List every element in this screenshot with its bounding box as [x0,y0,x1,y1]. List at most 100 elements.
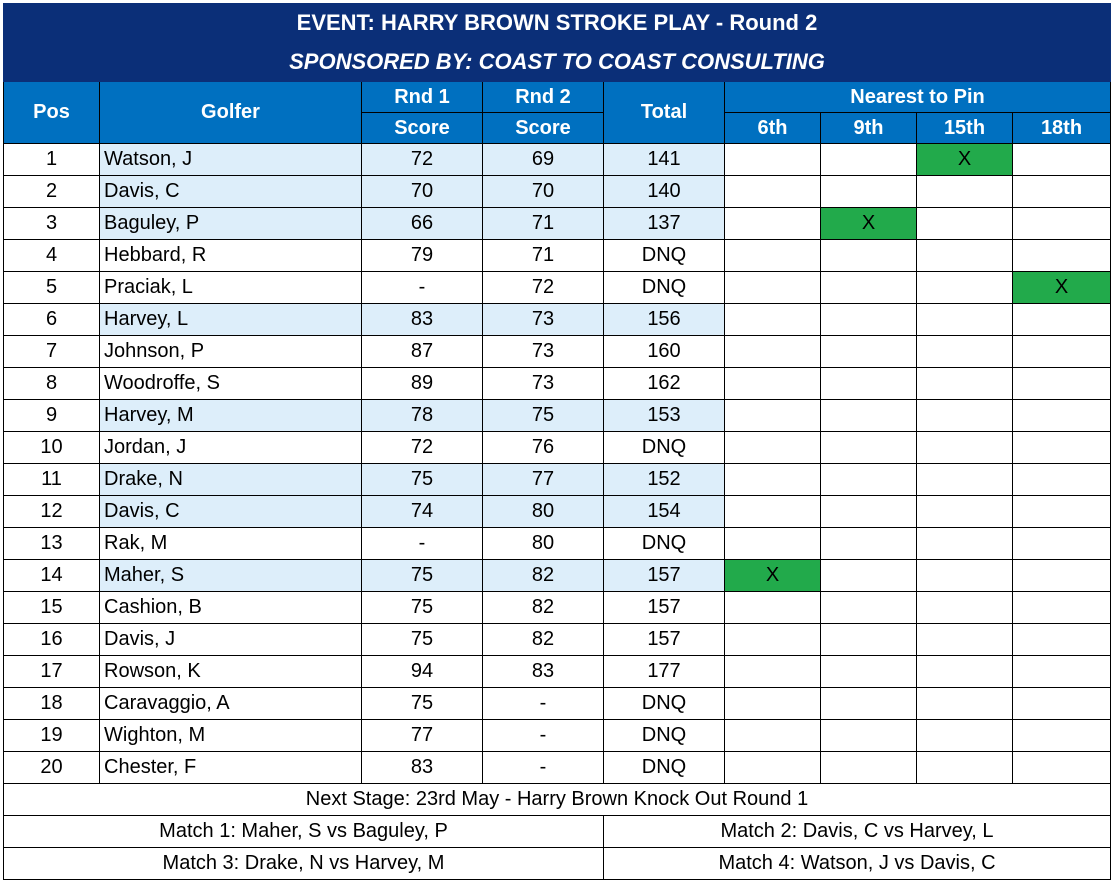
nearest-pin-cell [916,527,1013,560]
nearest-pin-cell [820,591,917,624]
nearest-pin-cell [916,623,1013,656]
rnd1-score-cell: 75 [361,463,483,496]
header-hole-6: 6th [724,112,821,144]
total-cell: 157 [603,559,725,592]
total-cell: 157 [603,623,725,656]
nearest-pin-cell [820,303,917,336]
total-cell: DNQ [603,527,725,560]
rnd1-score-cell: 75 [361,623,483,656]
header-rnd1-score: Score [361,112,483,144]
golfer-cell: Chester, F [99,751,362,784]
nearest-pin-cell [820,463,917,496]
total-cell: DNQ [603,271,725,304]
golfer-cell: Rowson, K [99,655,362,688]
nearest-pin-cell [724,207,821,240]
rnd2-score-cell: 83 [482,655,604,688]
nearest-pin-cell [724,751,821,784]
nearest-pin-cell [820,559,917,592]
header-rnd2: Rnd 2 [482,81,604,113]
position-cell: 10 [3,431,100,464]
leaderboard-rows: 1 Watson, J 72 69 141 X 2 Davis, C 70 70 140 3 Bagul… [3,143,1111,784]
nearest-pin-cell [820,623,917,656]
rnd1-score-cell: 66 [361,207,483,240]
position-cell: 3 [3,207,100,240]
nearest-pin-cell [820,367,917,400]
table-row: 13 Rak, M -80 DNQ [3,527,1111,560]
golfer-cell: Watson, J [99,143,362,176]
rnd1-score-cell: 77 [361,719,483,752]
golfer-cell: Harvey, M [99,399,362,432]
nearest-pin-cell [1012,143,1111,176]
nearest-pin-cell [820,399,917,432]
total-cell: 140 [603,175,725,208]
nearest-pin-cell [1012,559,1111,592]
rnd1-score-cell: 83 [361,303,483,336]
nearest-pin-cell [724,591,821,624]
nearest-pin-cell [916,751,1013,784]
rnd1-score-cell: 83 [361,751,483,784]
header-hole-18: 18th [1012,112,1111,144]
position-cell: 5 [3,271,100,304]
rnd2-score-cell: 73 [482,303,604,336]
golfer-cell: Drake, N [99,463,362,496]
nearest-pin-cell [724,719,821,752]
nearest-pin-cell: X [1012,271,1111,304]
table-row: 17 Rowson, K 94 83 177 [3,655,1111,688]
position-cell: 1 [3,143,100,176]
table-row: 8 Woodroffe, S 89 73 162 [3,367,1111,400]
golfer-cell: Johnson, P [99,335,362,368]
rnd1-score-cell: 87 [361,335,483,368]
rnd1-score-cell: 94 [361,655,483,688]
rnd1-score-cell: 89 [361,367,483,400]
header-hole-9: 9th [820,112,917,144]
table-row: 12 Davis, C 74 80 154 [3,495,1111,528]
rnd2-score-cell: - [482,719,604,752]
rnd1-score-cell: - [361,271,483,304]
nearest-pin-cell [1012,623,1111,656]
nearest-pin-cell [916,175,1013,208]
nearest-pin-cell [916,431,1013,464]
rnd1-score-cell: 75 [361,687,483,720]
nearest-pin-cell [916,655,1013,688]
header-nearest-to-pin: Nearest to Pin [724,81,1111,113]
rnd1-score-cell: - [361,527,483,560]
position-cell: 18 [3,687,100,720]
nearest-pin-cell [1012,591,1111,624]
nearest-pin-cell [916,495,1013,528]
golfer-cell: Cashion, B [99,591,362,624]
position-cell: 16 [3,623,100,656]
rnd1-score-cell: 75 [361,559,483,592]
leaderboard-sheet: EVENT: HARRY BROWN STROKE PLAY - Round 2… [3,3,1111,880]
total-cell: 160 [603,335,725,368]
rnd2-score-cell: 71 [482,207,604,240]
position-cell: 11 [3,463,100,496]
nearest-pin-cell [820,175,917,208]
golfer-cell: Jordan, J [99,431,362,464]
table-row: 20 Chester, F 83- DNQ [3,751,1111,784]
nearest-pin-cell [1012,239,1111,272]
rnd2-score-cell: 72 [482,271,604,304]
nearest-pin-cell [724,271,821,304]
table-row: 6 Harvey, L 83 73 156 [3,303,1111,336]
total-cell: 137 [603,207,725,240]
nearest-pin-cell [724,143,821,176]
position-cell: 8 [3,367,100,400]
golfer-cell: Baguley, P [99,207,362,240]
nearest-pin-cell [820,751,917,784]
rnd1-score-cell: 70 [361,175,483,208]
nearest-pin-cell [820,239,917,272]
nearest-pin-cell [820,495,917,528]
position-cell: 4 [3,239,100,272]
nearest-pin-cell [1012,719,1111,752]
total-cell: DNQ [603,751,725,784]
total-cell: DNQ [603,431,725,464]
rnd2-score-cell: 76 [482,431,604,464]
rnd2-score-cell: - [482,751,604,784]
table-row: 1 Watson, J 72 69 141 X [3,143,1111,176]
table-row: 10 Jordan, J 72 76 DNQ [3,431,1111,464]
leaderboard-table: EVENT: HARRY BROWN STROKE PLAY - Round 2… [3,3,1111,880]
rnd2-score-cell: 73 [482,335,604,368]
rnd2-score-cell: 73 [482,367,604,400]
total-cell: DNQ [603,687,725,720]
nearest-pin-cell: X [820,207,917,240]
